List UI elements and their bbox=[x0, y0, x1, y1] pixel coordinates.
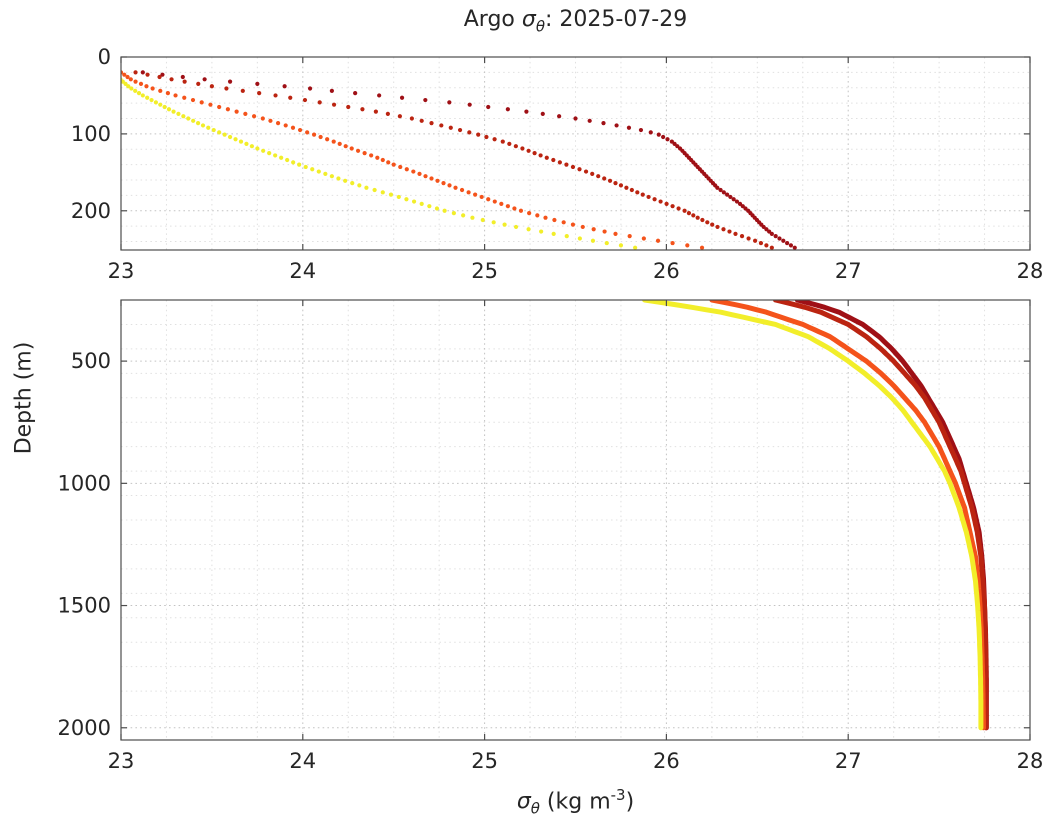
svg-text:2000: 2000 bbox=[58, 716, 111, 740]
svg-text:23: 23 bbox=[108, 749, 135, 773]
svg-text:28: 28 bbox=[1017, 749, 1044, 773]
svg-text:28: 28 bbox=[1017, 259, 1044, 283]
svg-text:24: 24 bbox=[289, 259, 316, 283]
x-axis-label: σθ (kg m-3) bbox=[516, 786, 635, 818]
svg-text:27: 27 bbox=[835, 259, 862, 283]
svg-text:26: 26 bbox=[653, 259, 680, 283]
svg-text:1000: 1000 bbox=[58, 471, 111, 495]
sigma-symbol: σθ bbox=[521, 7, 545, 36]
title-date: : 2025-07-29 bbox=[544, 7, 688, 32]
svg-text:500: 500 bbox=[71, 349, 111, 373]
svg-text:1500: 1500 bbox=[58, 594, 111, 618]
title-text: Argo bbox=[463, 7, 522, 32]
svg-text:25: 25 bbox=[471, 259, 498, 283]
chart-title: Argo σθ: 2025-07-29 bbox=[121, 7, 1030, 35]
svg-text:24: 24 bbox=[289, 749, 316, 773]
svg-text:200: 200 bbox=[71, 199, 111, 223]
svg-text:23: 23 bbox=[108, 259, 135, 283]
svg-text:27: 27 bbox=[835, 749, 862, 773]
svg-text:0: 0 bbox=[98, 45, 111, 69]
svg-text:26: 26 bbox=[653, 749, 680, 773]
sigma-symbol: σθ bbox=[516, 789, 540, 818]
y-axis-label: Depth (m) bbox=[11, 341, 37, 455]
svg-text:100: 100 bbox=[71, 122, 111, 146]
svg-text:25: 25 bbox=[471, 749, 498, 773]
